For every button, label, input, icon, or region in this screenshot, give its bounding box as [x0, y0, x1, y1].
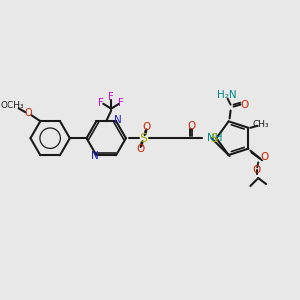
Text: H₂N: H₂N [217, 90, 236, 100]
Text: F: F [118, 98, 124, 108]
Text: O: O [142, 122, 151, 132]
Text: S: S [211, 132, 218, 145]
Text: S: S [140, 132, 148, 145]
Text: O: O [260, 152, 268, 163]
Text: O: O [136, 144, 145, 154]
Text: F: F [98, 98, 104, 108]
Text: O: O [240, 100, 248, 110]
Text: N: N [114, 115, 122, 125]
Text: O: O [25, 108, 32, 118]
Text: F: F [108, 92, 114, 102]
Text: O: O [188, 122, 196, 131]
Text: CH₃: CH₃ [253, 120, 269, 129]
Text: O: O [252, 165, 260, 175]
Text: OCH₃: OCH₃ [1, 101, 25, 110]
Text: NH: NH [207, 133, 222, 143]
Text: N: N [91, 151, 98, 161]
